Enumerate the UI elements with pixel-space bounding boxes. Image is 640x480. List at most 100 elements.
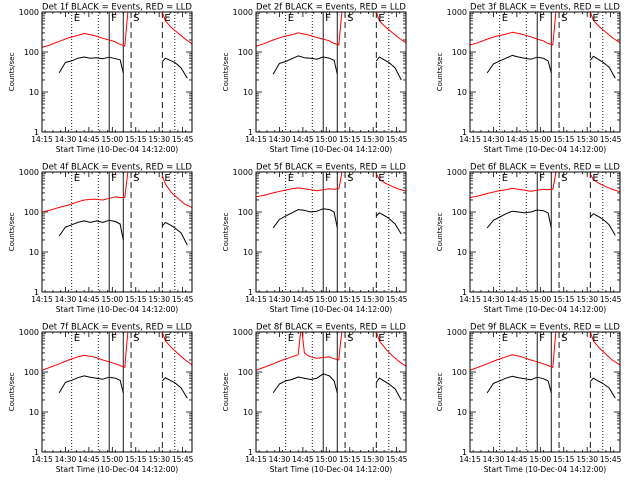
x-tick-label: 15:00: [316, 135, 338, 144]
time-marker-label: E: [378, 13, 384, 24]
x-tick-label: 14:30: [269, 455, 291, 464]
y-tick-label: 1: [248, 128, 253, 137]
y-tick-label: 100: [24, 48, 39, 57]
x-tick-label: 14:45: [78, 135, 100, 144]
panel-title: Det 1f BLACK = Events, RED = LLD: [42, 3, 192, 13]
time-marker-label: S: [561, 13, 567, 24]
y-tick-label: 1000: [19, 328, 39, 337]
panel-data: [470, 172, 620, 292]
x-tick-label: 14:30: [55, 135, 77, 144]
x-tick-label: 15:30: [362, 135, 384, 144]
events-series-line: [375, 212, 402, 235]
x-tick-label: 15:45: [172, 295, 194, 304]
y-tick-label: 1: [248, 288, 253, 297]
x-tick-label: 15:00: [316, 455, 338, 464]
time-marker-label: F: [325, 13, 331, 24]
x-tick-label: 14:30: [269, 135, 291, 144]
x-axis-label: Start Time (10-Dec-04 14:12:00): [484, 145, 606, 154]
y-tick-label: 1000: [233, 328, 253, 337]
x-tick-label: 15:00: [530, 295, 552, 304]
x-tick-label: 15:00: [102, 455, 124, 464]
x-tick-label: 15:00: [102, 295, 124, 304]
panel-9: Det 9f BLACK = Events, RED = LLD Counts/s…: [436, 323, 622, 475]
x-tick-label: 14:15: [31, 135, 53, 144]
plot-frame: [255, 171, 407, 293]
y-tick-label: 1000: [447, 8, 467, 17]
time-marker-label: E: [288, 333, 294, 344]
x-tick-label: 14:45: [506, 295, 528, 304]
x-axis-label: Start Time (10-Dec-04 14:12:00): [270, 465, 392, 474]
events-series-line: [161, 377, 188, 399]
panel-title: Det 7f BLACK = Events, RED = LLD: [42, 323, 192, 333]
panel-data: [470, 12, 620, 132]
y-tick-label: 10: [29, 248, 39, 257]
x-tick-label: 15:00: [102, 135, 124, 144]
plot-frame: [41, 11, 193, 133]
x-tick-label: 14:45: [506, 455, 528, 464]
time-marker-label: E: [502, 173, 508, 184]
time-marker-label: E: [74, 13, 80, 24]
lld-series-line: [42, 172, 129, 213]
x-tick-label: 15:30: [362, 455, 384, 464]
y-tick-label: 10: [243, 248, 253, 257]
time-marker-label: E: [592, 173, 598, 184]
y-tick-label: 1: [34, 128, 39, 137]
x-axis-label: Start Time (10-Dec-04 14:12:00): [56, 305, 178, 314]
x-tick-label: 15:15: [125, 455, 147, 464]
y-tick-label: 100: [452, 48, 467, 57]
events-series-line: [486, 375, 552, 394]
y-tick-label: 1000: [233, 168, 253, 177]
panel-data: [42, 12, 192, 132]
time-marker-label: F: [111, 173, 117, 184]
panel-title: Det 4f BLACK = Events, RED = LLD: [42, 163, 192, 173]
x-tick-label: 15:30: [576, 135, 598, 144]
lld-series-line: [470, 332, 557, 371]
x-axis-label: Start Time (10-Dec-04 14:12:00): [56, 145, 178, 154]
y-tick-label: 1: [34, 288, 39, 297]
y-tick-label: 1: [34, 448, 39, 457]
events-series-line: [58, 219, 124, 241]
panel-4: Det 4f BLACK = Events, RED = LLD Counts/s…: [8, 163, 194, 315]
x-tick-label: 15:15: [339, 455, 361, 464]
x-tick-label: 14:45: [292, 135, 314, 144]
lld-series-line: [589, 173, 620, 193]
y-tick-label: 10: [29, 88, 39, 97]
y-tick-label: 1000: [19, 168, 39, 177]
y-axis-label: Counts/sec: [222, 373, 230, 412]
x-tick-label: 14:45: [78, 455, 100, 464]
time-marker-label: F: [325, 333, 331, 344]
panel-3: Det 3f BLACK = Events, RED = LLD Counts/s…: [436, 3, 622, 155]
x-tick-label: 15:45: [386, 455, 408, 464]
time-marker-label: E: [164, 13, 170, 24]
time-marker-label: S: [561, 173, 567, 184]
panel-1: Det 1f BLACK = Events, RED = LLD Counts/s…: [8, 3, 194, 155]
x-tick-label: 14:30: [483, 295, 505, 304]
y-tick-label: 10: [457, 408, 467, 417]
y-axis-label: Counts/sec: [436, 373, 444, 412]
panel-title: Det 5f BLACK = Events, RED = LLD: [256, 163, 406, 173]
time-marker-label: E: [378, 333, 384, 344]
events-series-line: [161, 57, 188, 79]
panel-5: Det 5f BLACK = Events, RED = LLD Counts/s…: [222, 163, 408, 315]
events-series-line: [375, 377, 402, 401]
panel-data: [42, 172, 192, 292]
time-marker-label: E: [164, 333, 170, 344]
y-tick-label: 1: [462, 448, 467, 457]
lld-series-line: [256, 172, 343, 198]
time-marker-label: E: [592, 13, 598, 24]
time-marker-label: S: [133, 333, 139, 344]
lld-series-line: [42, 12, 129, 48]
x-tick-label: 15:15: [553, 295, 575, 304]
plot-frame: [469, 171, 621, 293]
lld-series-line: [375, 332, 406, 367]
plot-frame: [469, 331, 621, 453]
y-tick-label: 100: [238, 48, 253, 57]
x-tick-label: 15:00: [316, 295, 338, 304]
plot-frame: [255, 11, 407, 133]
time-marker-label: S: [561, 333, 567, 344]
y-tick-label: 1: [462, 128, 467, 137]
time-marker-label: E: [74, 333, 80, 344]
x-tick-label: 15:00: [530, 455, 552, 464]
lld-series-line: [161, 175, 192, 208]
panel-title: Det 3f BLACK = Events, RED = LLD: [470, 3, 620, 13]
